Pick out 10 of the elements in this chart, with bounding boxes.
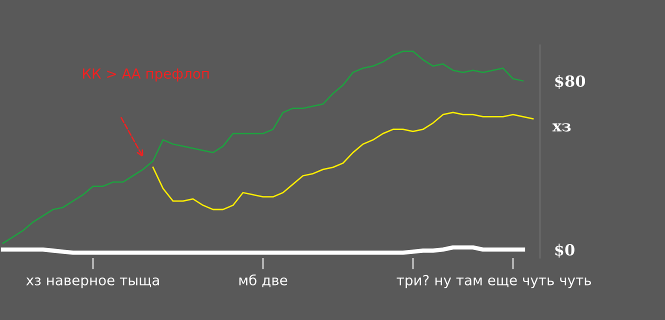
x-tick-label: мб две [239,274,288,288]
y-tick-label: $0 [555,244,574,258]
x-tick-label: ну там еще чуть чуть [435,277,591,288]
series-label: хз [552,123,571,132]
x-tick-label: три? [396,274,429,288]
line-series [2,50,524,244]
x-tick-label: хз наверное тыща [26,277,159,288]
line-series [152,112,534,210]
annotation: КК > АА префлоп [82,68,209,82]
y-tick-label: $80 [555,75,586,89]
